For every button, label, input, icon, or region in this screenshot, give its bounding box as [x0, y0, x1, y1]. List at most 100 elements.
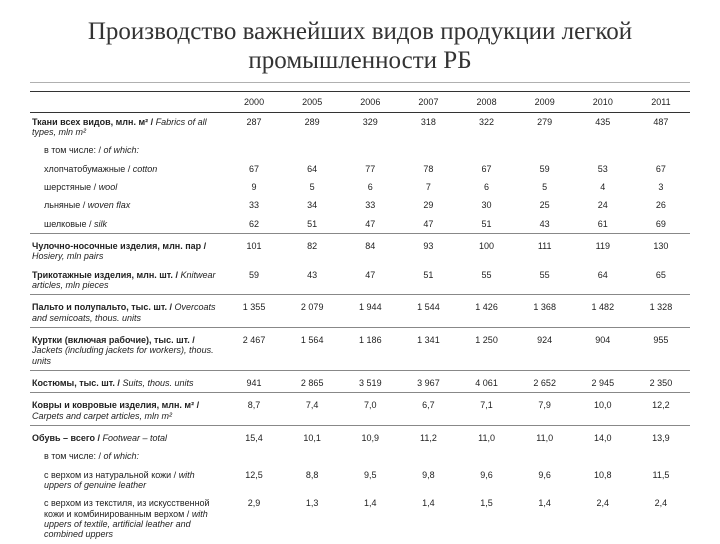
- cell-value: 924: [516, 327, 574, 370]
- cell-value: 101: [225, 233, 283, 265]
- cell-value: 322: [458, 112, 516, 141]
- cell-value: 7: [399, 178, 457, 196]
- cell-value: 69: [632, 215, 690, 234]
- cell-value: 47: [399, 215, 457, 234]
- cell-value: 100: [458, 233, 516, 265]
- cell-value: 2,4: [632, 494, 690, 543]
- row-label: Куртки (включая рабочие), тыс. шт. / Jac…: [30, 327, 225, 370]
- cell-value: 1 544: [399, 295, 457, 328]
- cell-value: 10,0: [574, 393, 632, 426]
- row-label: в том числе: / of which:: [30, 447, 225, 465]
- row-label: с верхом из текстиля, из искусственной к…: [30, 494, 225, 543]
- cell-value: 15,4: [225, 426, 283, 448]
- cell-value: 12,5: [225, 466, 283, 495]
- cell-value: 111: [516, 233, 574, 265]
- cell-value: 47: [341, 215, 399, 234]
- table-row: с верхом из текстиля, из искусственной к…: [30, 494, 690, 543]
- cell-value: 130: [632, 233, 690, 265]
- cell-value: [632, 447, 690, 465]
- table-row: в том числе: / of which:: [30, 141, 690, 159]
- cell-value: 59: [516, 160, 574, 178]
- cell-value: 5: [516, 178, 574, 196]
- cell-value: [225, 447, 283, 465]
- cell-value: [283, 141, 341, 159]
- cell-value: 2 079: [283, 295, 341, 328]
- cell-value: 7,4: [283, 393, 341, 426]
- cell-value: 84: [341, 233, 399, 265]
- cell-value: 3 967: [399, 371, 457, 393]
- table-body: Ткани всех видов, млн. м² / Fabrics of a…: [30, 112, 690, 544]
- row-label: льняные / woven flax: [30, 196, 225, 214]
- cell-value: 2 350: [632, 371, 690, 393]
- cell-value: 2,9: [225, 494, 283, 543]
- cell-value: 6: [458, 178, 516, 196]
- cell-value: 1 944: [341, 295, 399, 328]
- cell-value: [574, 141, 632, 159]
- cell-value: 78: [399, 160, 457, 178]
- row-label: Чулочно-носочные изделия, млн. пар / Hos…: [30, 233, 225, 265]
- col-year-2: 2006: [341, 91, 399, 112]
- table-row: льняные / woven flax3334332930252426: [30, 196, 690, 214]
- cell-value: 3 519: [341, 371, 399, 393]
- cell-value: 67: [225, 160, 283, 178]
- col-year-7: 2011: [632, 91, 690, 112]
- cell-value: 329: [341, 112, 399, 141]
- cell-value: 43: [283, 266, 341, 295]
- table-row: хлопчатобумажные / cotton676477786759536…: [30, 160, 690, 178]
- cell-value: [458, 141, 516, 159]
- cell-value: 34: [283, 196, 341, 214]
- row-label: Обувь – всего / Footwear – total: [30, 426, 225, 448]
- cell-value: 1 426: [458, 295, 516, 328]
- col-year-3: 2007: [399, 91, 457, 112]
- cell-value: 289: [283, 112, 341, 141]
- cell-value: 9,8: [399, 466, 457, 495]
- table-row: с верхом из натуральной кожи / with uppe…: [30, 466, 690, 495]
- table-row: Ковры и ковровые изделия, млн. м² / Carp…: [30, 393, 690, 426]
- cell-value: 9,5: [341, 466, 399, 495]
- cell-value: 941: [225, 371, 283, 393]
- cell-value: 51: [283, 215, 341, 234]
- cell-value: 77: [341, 160, 399, 178]
- cell-value: 10,9: [341, 426, 399, 448]
- cell-value: 62: [225, 215, 283, 234]
- row-label: Пальто и полупальто, тыс. шт. / Overcoat…: [30, 295, 225, 328]
- cell-value: 9: [225, 178, 283, 196]
- cell-value: 1 341: [399, 327, 457, 370]
- cell-value: 43: [516, 215, 574, 234]
- slide: Производство важнейших видов продукции л…: [0, 0, 720, 540]
- cell-value: 14,0: [574, 426, 632, 448]
- cell-value: 10,8: [574, 466, 632, 495]
- cell-value: [574, 447, 632, 465]
- col-year-6: 2010: [574, 91, 632, 112]
- cell-value: 55: [458, 266, 516, 295]
- cell-value: [458, 447, 516, 465]
- row-label: шелковые / silk: [30, 215, 225, 234]
- cell-value: 11,2: [399, 426, 457, 448]
- cell-value: 29: [399, 196, 457, 214]
- cell-value: 487: [632, 112, 690, 141]
- row-label: Костюмы, тыс. шт. / Suits, thous. units: [30, 371, 225, 393]
- cell-value: 67: [632, 160, 690, 178]
- cell-value: 51: [458, 215, 516, 234]
- table-row: в том числе: / of which:: [30, 447, 690, 465]
- cell-value: 4 061: [458, 371, 516, 393]
- cell-value: 8,7: [225, 393, 283, 426]
- row-label: Ковры и ковровые изделия, млн. м² / Carp…: [30, 393, 225, 426]
- col-year-4: 2008: [458, 91, 516, 112]
- row-label: шерстяные / wool: [30, 178, 225, 196]
- cell-value: 30: [458, 196, 516, 214]
- row-label: с верхом из натуральной кожи / with uppe…: [30, 466, 225, 495]
- cell-value: 53: [574, 160, 632, 178]
- cell-value: 5: [283, 178, 341, 196]
- cell-value: 51: [399, 266, 457, 295]
- cell-value: 64: [574, 266, 632, 295]
- cell-value: 7,9: [516, 393, 574, 426]
- cell-value: 7,0: [341, 393, 399, 426]
- row-label: Ткани всех видов, млн. м² / Fabrics of a…: [30, 112, 225, 141]
- cell-value: 6,7: [399, 393, 457, 426]
- cell-value: 2 652: [516, 371, 574, 393]
- table-row: шерстяные / wool95676543: [30, 178, 690, 196]
- cell-value: 287: [225, 112, 283, 141]
- cell-value: 55: [516, 266, 574, 295]
- row-label: в том числе: / of which:: [30, 141, 225, 159]
